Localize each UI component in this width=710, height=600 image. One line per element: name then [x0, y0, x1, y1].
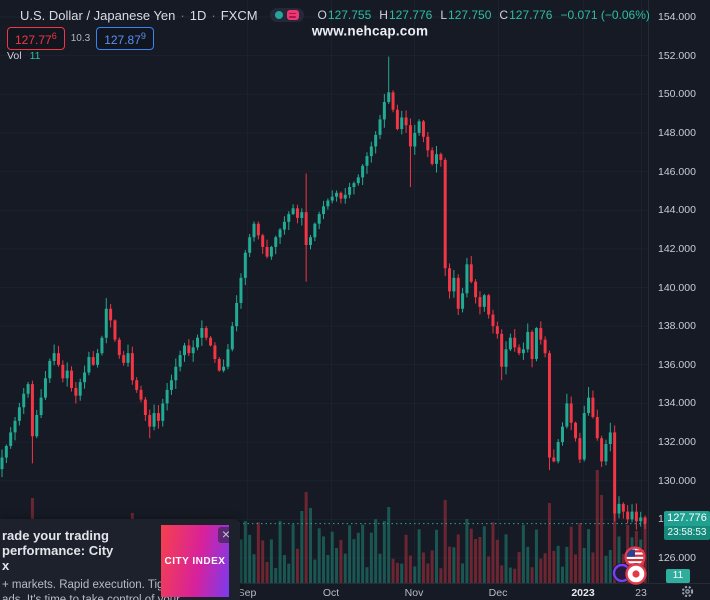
price-tick-label: 144.000: [658, 204, 696, 217]
close-label: C: [499, 8, 509, 22]
close-value: 127.776: [509, 8, 553, 22]
sell-button[interactable]: 127.776: [7, 27, 65, 50]
candles: [0, 56, 647, 530]
current-price-badge: 127.776 23:58:53: [664, 511, 710, 540]
time-tick-label: Oct: [322, 587, 340, 599]
watermark-text: www.nehcap.com: [311, 23, 429, 39]
ohlc-readout: O 127.755 H 127.776 L 127.750 C 127.776 …: [318, 8, 650, 22]
spread-value: 10.3: [70, 33, 91, 44]
price-tick-label: 132.000: [658, 436, 696, 449]
price-tick-label: 134.000: [658, 397, 696, 410]
ad-title-line1: rade your trading performance: City: [2, 528, 114, 558]
low-value: 127.750: [448, 8, 492, 22]
ad-text: rade your trading performance: City x + …: [2, 528, 180, 600]
close-icon[interactable]: ×: [218, 527, 234, 543]
interval-label[interactable]: 1D: [189, 7, 207, 23]
bid-ask-row: 127.776 10.3 127.879: [7, 27, 154, 50]
volume-axis-badge: 11: [666, 569, 690, 583]
time-tick-label: Sep: [237, 587, 257, 599]
price-tick-label: 130.000: [658, 474, 696, 487]
buy-button[interactable]: 127.879: [96, 27, 154, 50]
time-tick-label: 2023: [571, 587, 595, 599]
change-value: −0.071 (−0.06%): [560, 8, 650, 22]
time-tick-label: 23: [635, 587, 647, 599]
bar-countdown: 23:58:53: [664, 526, 710, 540]
price-tick-label: 138.000: [658, 320, 696, 333]
symbol-header: U.S. Dollar / Japanese Yen · 1D · FXCM O…: [20, 6, 650, 24]
high-label: H: [379, 8, 388, 22]
time-axis[interactable]: Sep Oct Nov Dec 2023 23: [0, 583, 710, 600]
price-tick-label: 142.000: [658, 242, 696, 255]
time-tick-label: Dec: [488, 587, 508, 599]
price-tick-label: 140.000: [658, 281, 696, 294]
ad-body-line2: ads. It's time to take control of your: [2, 594, 180, 600]
japan-flag-icon: [625, 563, 647, 585]
city-index-logo[interactable]: CITY INDEX: [161, 525, 229, 597]
exchange-label[interactable]: FXCM: [220, 7, 258, 23]
price-axis[interactable]: 154.000 152.000 150.000 148.000 146.000 144.0…: [648, 0, 710, 583]
separator-dot: ·: [180, 7, 185, 23]
volume-readout: Vol 11: [7, 50, 41, 62]
separator-dot: ·: [211, 7, 216, 23]
symbol-title[interactable]: U.S. Dollar / Japanese Yen: [20, 7, 176, 23]
teal-dot-icon: [274, 11, 283, 19]
price-tick-label: 146.000: [658, 165, 696, 178]
high-value: 127.776: [388, 8, 433, 22]
price-tick-label: 136.000: [658, 358, 696, 371]
current-price-value: 127.776: [664, 511, 710, 526]
price-tick-label: 154.000: [658, 11, 696, 23]
grid-lines: [0, 0, 648, 583]
indicator-toggle[interactable]: [269, 8, 304, 22]
price-tick-label: 148.000: [658, 126, 696, 139]
pink-menu-icon: [286, 10, 299, 20]
open-label: O: [317, 8, 327, 22]
gear-icon[interactable]: [681, 585, 694, 598]
ad-title-line2: x: [2, 558, 10, 573]
time-tick-label: Nov: [404, 587, 424, 599]
vol-value: 11: [29, 50, 41, 62]
ad-banner[interactable]: rade your trading performance: City x + …: [0, 519, 240, 600]
ad-body-line1: + markets. Rapid execution. Tight: [2, 579, 173, 591]
open-value: 127.755: [327, 8, 372, 22]
currency-flags: [612, 546, 647, 585]
low-label: L: [440, 8, 448, 22]
price-tick-label: 152.000: [658, 49, 696, 62]
price-tick-label: 126.000: [658, 552, 696, 564]
price-tick-label: 150.000: [658, 88, 696, 101]
vol-label: Vol: [7, 50, 22, 62]
